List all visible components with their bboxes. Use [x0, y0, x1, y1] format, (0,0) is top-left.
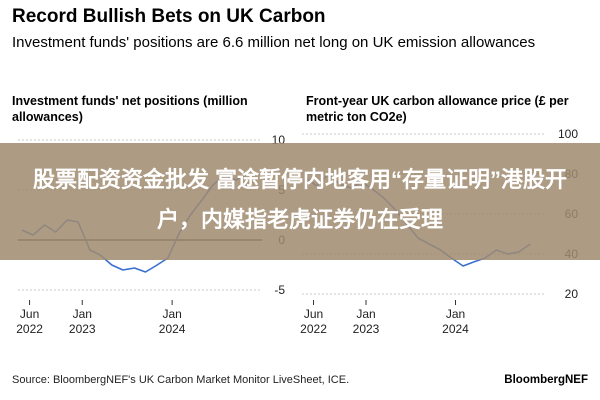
left-chart-x-tick-label: Jan: [162, 307, 181, 321]
right-chart-x-tick-year: 2023: [353, 322, 380, 336]
right-chart-x-tick-label: Jun: [304, 307, 323, 321]
left-chart-x-tick-year: 2022: [16, 322, 43, 336]
brand-logo: BloombergNEF: [504, 374, 588, 386]
right-chart-x-tick-year: 2024: [442, 322, 469, 336]
left-chart-x-tick-year: 2023: [69, 322, 96, 336]
headline-overlay: [0, 143, 600, 260]
left-panel-title: Investment funds' net positions (million…: [12, 94, 248, 124]
right-chart-y-tick-label: 20: [565, 287, 579, 301]
left-chart-y-tick-label: -5: [274, 283, 285, 297]
right-chart-x-tick-label: Jan: [356, 307, 375, 321]
left-chart-x-tick-label: Jan: [73, 307, 92, 321]
right-panel-title: Front-year UK carbon allowance price (£ …: [306, 94, 569, 124]
chart-subtitle: Investment funds' positions are 6.6 mill…: [12, 34, 536, 51]
right-chart-y-tick-label: 100: [558, 127, 578, 141]
left-chart-x-tick-label: Jun: [20, 307, 39, 321]
right-chart-x-tick-year: 2022: [300, 322, 327, 336]
chart-title: Record Bullish Bets on UK Carbon: [12, 6, 326, 27]
source-note: Source: BloombergNEF's UK Carbon Market …: [12, 374, 350, 386]
right-chart-x-tick-label: Jan: [446, 307, 465, 321]
left-chart-x-tick-year: 2024: [159, 322, 186, 336]
headline-overlay-text: 股票配资资金批发 富途暂停内地客用“存量证明”港股开户，内媒指老虎证券仍在受理: [32, 167, 568, 232]
